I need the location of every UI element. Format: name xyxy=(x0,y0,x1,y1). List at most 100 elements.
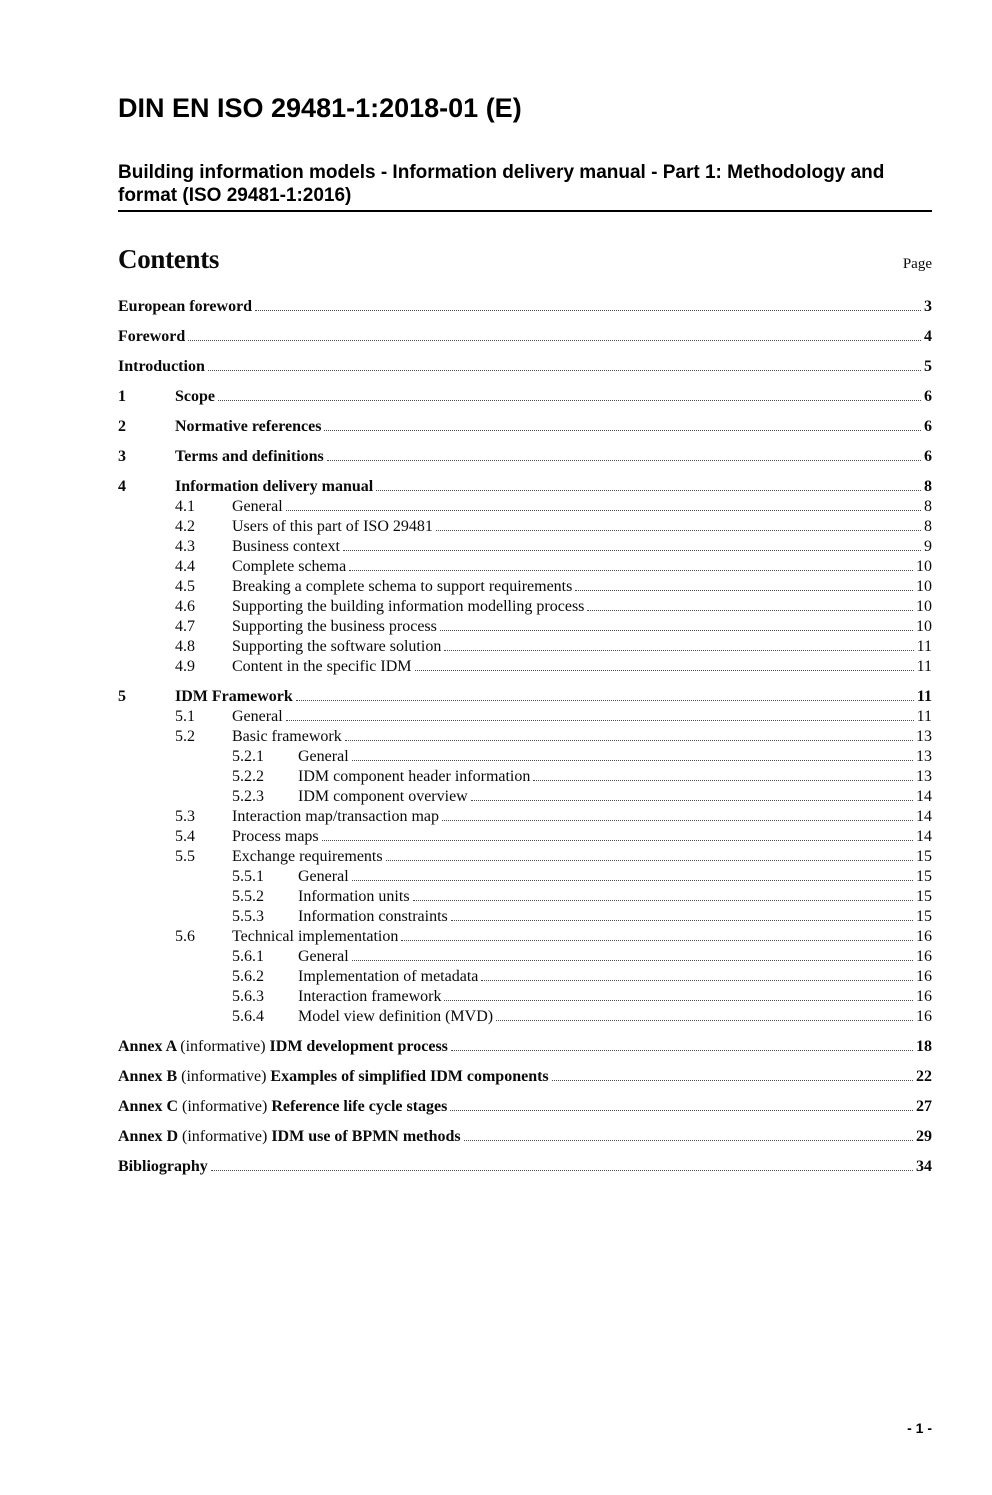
toc-entry-title: Model view definition (MVD) xyxy=(298,1008,494,1025)
toc-page-number: 10 xyxy=(916,618,932,635)
toc-annex-prefix: Annex D xyxy=(118,1128,183,1145)
toc-page-number: 16 xyxy=(916,928,932,945)
toc-entry: 4.9 Content in the specific IDM 11 xyxy=(118,657,932,677)
toc-entry-title: Technical implementation xyxy=(232,928,399,945)
toc-entry-title: Foreword xyxy=(118,328,186,345)
toc-dotted-leader xyxy=(439,630,913,631)
toc-entry: 5.6.2 Implementation of metadata 16 xyxy=(118,967,932,987)
toc-entry-number: 3 xyxy=(118,448,126,465)
toc-page-number: 34 xyxy=(916,1158,932,1175)
toc-dotted-leader xyxy=(285,510,921,511)
toc-entry-title: General xyxy=(232,708,283,725)
toc-dotted-leader xyxy=(450,1110,913,1111)
toc-entry-number: 5 xyxy=(118,688,126,705)
toc-entry: 4.1 General 8 xyxy=(118,497,932,517)
toc-annex-title: Reference life cycle stages xyxy=(271,1098,448,1115)
toc-entry: 5 IDM Framework 11 xyxy=(118,687,932,707)
toc-dotted-leader xyxy=(255,310,921,311)
toc-page-number: 15 xyxy=(916,868,932,885)
toc-entry-title: Supporting the business process xyxy=(232,618,437,635)
toc-entry: Foreword 4 xyxy=(118,327,932,347)
toc-dotted-leader xyxy=(210,1170,913,1171)
contents-heading: Contents xyxy=(118,244,220,274)
toc-entry-number: 5.3 xyxy=(175,808,195,825)
toc-dotted-leader xyxy=(207,370,921,371)
toc-entry: 5.1 General 11 xyxy=(118,707,932,727)
toc-entry: Annex A (informative) IDM development pr… xyxy=(118,1037,932,1057)
toc-entry-title: General xyxy=(298,948,349,965)
toc-entry-number: 4.1 xyxy=(175,498,195,515)
toc-entry-number: 4.9 xyxy=(175,658,195,675)
toc-dotted-leader xyxy=(551,1080,913,1081)
toc-page-number: 10 xyxy=(916,558,932,575)
toc-page-number: 3 xyxy=(924,298,932,315)
toc-entry: 5.5.1 General 15 xyxy=(118,867,932,887)
toc-dotted-leader xyxy=(401,940,913,941)
toc-page-number: 13 xyxy=(916,728,932,745)
toc-entry-number: 4 xyxy=(118,478,126,495)
toc-annex-qualifier: (informative) xyxy=(180,1038,270,1055)
toc-entry: Introduction 5 xyxy=(118,357,932,377)
toc-entry-title: Business context xyxy=(232,538,340,555)
toc-entry-title: Supporting the building information mode… xyxy=(232,598,585,615)
toc-page-number: 15 xyxy=(916,888,932,905)
toc-entry: 5.6.3 Interaction framework 16 xyxy=(118,987,932,1007)
toc-entry: 5.6.1 General 16 xyxy=(118,947,932,967)
toc-entry: 5.2 Basic framework 13 xyxy=(118,727,932,747)
toc-dotted-leader xyxy=(444,650,914,651)
toc-entry-title: Content in the specific IDM xyxy=(232,658,412,675)
toc-entry-title: General xyxy=(298,868,349,885)
toc-annex-qualifier: (informative) xyxy=(182,1098,272,1115)
toc-entry-title: Complete schema xyxy=(232,558,347,575)
toc-entry-title: General xyxy=(232,498,283,515)
toc-annex-qualifier: (informative) xyxy=(181,1068,271,1085)
toc-dotted-leader xyxy=(450,1050,913,1051)
toc-dotted-leader xyxy=(324,430,921,431)
toc-dotted-leader xyxy=(496,1020,913,1021)
toc-entry: Bibliography 34 xyxy=(118,1157,932,1177)
toc-dotted-leader xyxy=(343,550,921,551)
toc-entry-title: Normative references xyxy=(175,418,322,435)
toc-page-number: 16 xyxy=(916,948,932,965)
toc-annex-title: IDM development process xyxy=(269,1038,448,1055)
toc-entry-number: 4.6 xyxy=(175,598,195,615)
toc-entry-number: 5.5.1 xyxy=(232,868,264,885)
toc-entry: 5.4 Process maps 14 xyxy=(118,827,932,847)
toc-entry-number: 5.1 xyxy=(175,708,195,725)
toc-entry-title: General xyxy=(298,748,349,765)
toc-entry: 4.7 Supporting the business process 10 xyxy=(118,617,932,637)
toc-entry-number: 2 xyxy=(118,418,126,435)
toc-entry: Annex D (informative) IDM use of BPMN me… xyxy=(118,1127,932,1147)
toc-dotted-leader xyxy=(351,880,913,881)
toc-entry: European foreword 3 xyxy=(118,297,932,317)
toc-entry-title: Information constraints xyxy=(298,908,448,925)
toc-page-number: 8 xyxy=(924,518,932,535)
toc-entry-title: Information delivery manual xyxy=(175,478,374,495)
toc-dotted-leader xyxy=(326,460,921,461)
toc-page-number: 14 xyxy=(916,788,932,805)
toc-entry-number: 5.4 xyxy=(175,828,195,845)
toc-annex-title: IDM use of BPMN methods xyxy=(271,1128,461,1145)
toc-entry-title: IDM component header information xyxy=(298,768,531,785)
toc-annex-qualifier: (informative) xyxy=(182,1128,272,1145)
toc-page-number: 10 xyxy=(916,578,932,595)
toc-entry-number: 1 xyxy=(118,388,126,405)
toc-entry-title: Annex A (informative) IDM development pr… xyxy=(118,1037,448,1057)
toc-page-number: 13 xyxy=(916,748,932,765)
toc-entry: 5.6.4 Model view definition (MVD) 16 xyxy=(118,1007,932,1027)
toc-entry: Annex B (informative) Examples of simpli… xyxy=(118,1067,932,1087)
toc-entry-title: Supporting the software solution xyxy=(232,638,442,655)
toc-dotted-leader xyxy=(463,1140,913,1141)
toc-page-number: 11 xyxy=(916,688,932,705)
toc-page-number: 13 xyxy=(916,768,932,785)
toc-dotted-leader xyxy=(295,700,914,701)
toc-entry-number: 4.8 xyxy=(175,638,195,655)
toc-entry-title: European foreword xyxy=(118,298,253,315)
toc-page-number: 27 xyxy=(916,1098,932,1115)
toc-page-number: 5 xyxy=(924,358,932,375)
toc-entry-number: 5.2.3 xyxy=(232,788,264,805)
toc-dotted-leader xyxy=(470,800,913,801)
toc-entry-number: 5.5 xyxy=(175,848,195,865)
toc-entry: 4.6 Supporting the building information m… xyxy=(118,597,932,617)
toc-page-number: 10 xyxy=(916,598,932,615)
